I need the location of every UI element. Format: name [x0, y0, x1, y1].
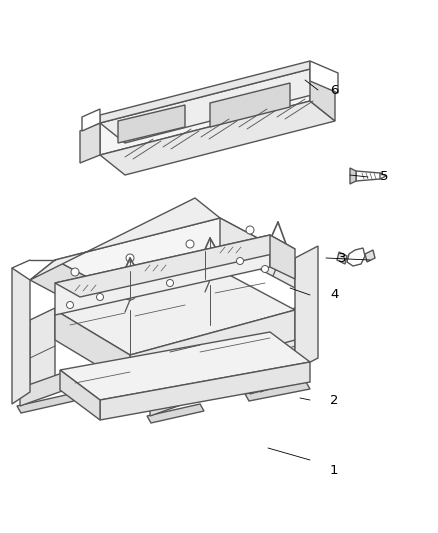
Polygon shape	[82, 109, 100, 131]
Polygon shape	[147, 404, 204, 423]
Polygon shape	[210, 83, 290, 127]
Polygon shape	[55, 270, 295, 355]
Text: 6: 6	[330, 84, 339, 96]
Circle shape	[246, 226, 254, 234]
Polygon shape	[30, 260, 130, 320]
Polygon shape	[310, 69, 335, 121]
Polygon shape	[260, 308, 295, 392]
Polygon shape	[356, 171, 380, 181]
Circle shape	[204, 268, 216, 280]
Circle shape	[96, 294, 103, 301]
Polygon shape	[220, 218, 295, 288]
Circle shape	[71, 268, 79, 276]
Polygon shape	[337, 252, 347, 264]
Polygon shape	[100, 362, 310, 420]
Circle shape	[274, 262, 282, 270]
Circle shape	[186, 240, 194, 248]
Text: 4: 4	[330, 288, 339, 302]
Circle shape	[126, 254, 134, 262]
Text: 3: 3	[338, 252, 346, 264]
Text: 5: 5	[380, 171, 389, 183]
Circle shape	[166, 279, 173, 287]
Circle shape	[237, 257, 244, 264]
Polygon shape	[30, 308, 55, 392]
Circle shape	[67, 302, 74, 309]
Circle shape	[272, 252, 284, 264]
Polygon shape	[20, 372, 65, 406]
Polygon shape	[160, 320, 185, 404]
Circle shape	[124, 288, 136, 300]
Polygon shape	[118, 105, 185, 143]
Polygon shape	[150, 382, 195, 416]
Text: 2: 2	[330, 393, 339, 407]
Polygon shape	[17, 394, 74, 413]
Polygon shape	[100, 101, 335, 175]
Polygon shape	[250, 360, 305, 394]
Circle shape	[261, 265, 268, 272]
Polygon shape	[130, 310, 295, 385]
Polygon shape	[245, 382, 310, 401]
Polygon shape	[100, 69, 335, 143]
Polygon shape	[55, 310, 130, 385]
Polygon shape	[350, 168, 356, 184]
Polygon shape	[55, 235, 270, 315]
Polygon shape	[347, 248, 365, 266]
Polygon shape	[310, 61, 338, 93]
Polygon shape	[270, 235, 295, 279]
Text: 1: 1	[330, 464, 339, 477]
Polygon shape	[55, 235, 295, 297]
Polygon shape	[365, 250, 375, 262]
Polygon shape	[295, 246, 318, 370]
Polygon shape	[80, 123, 100, 163]
Polygon shape	[100, 69, 310, 155]
Polygon shape	[100, 61, 310, 123]
Polygon shape	[55, 218, 295, 300]
Polygon shape	[60, 332, 310, 400]
Polygon shape	[12, 268, 30, 404]
Polygon shape	[30, 198, 220, 280]
Polygon shape	[60, 370, 100, 420]
